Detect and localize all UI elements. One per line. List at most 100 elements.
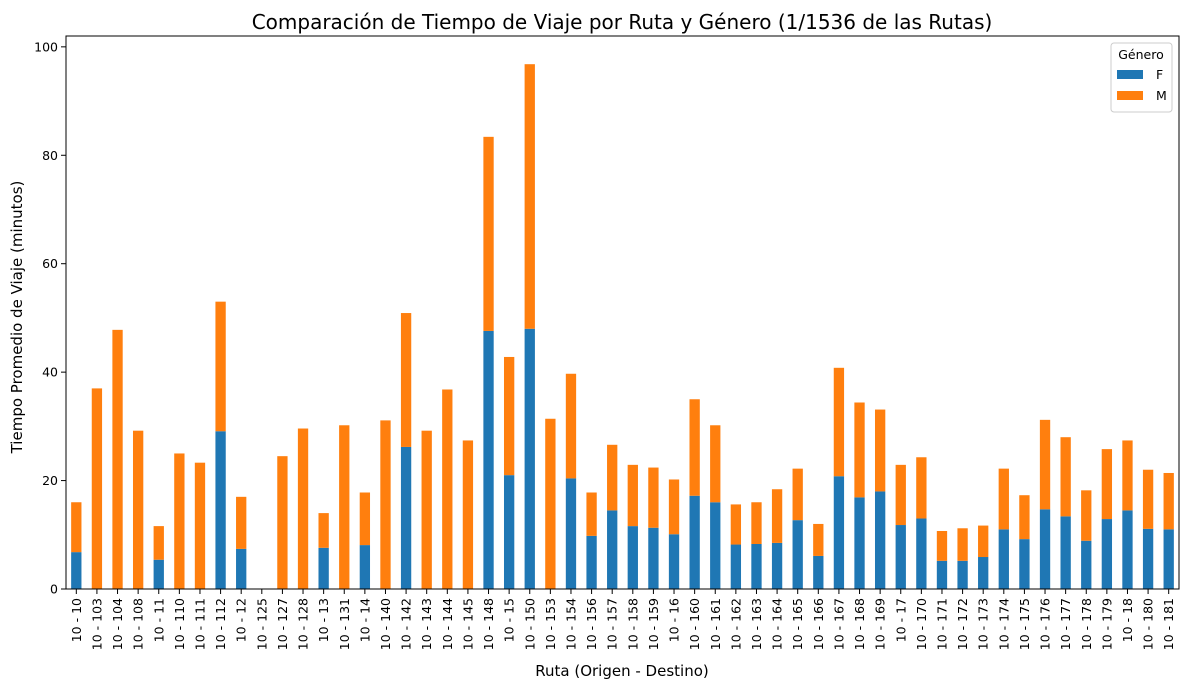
x-tick-label: 10 - 128 <box>296 598 311 650</box>
y-tick-label: 20 <box>42 473 58 488</box>
bar-f-28 <box>648 527 659 589</box>
bar-m-31 <box>710 425 721 503</box>
x-tick-label: 10 - 173 <box>976 598 991 650</box>
bar-f-45 <box>998 529 1009 589</box>
bar-m-33 <box>751 502 762 544</box>
bar-m-35 <box>792 468 803 521</box>
x-tick-label: 10 - 171 <box>934 598 949 650</box>
x-tick-label: 10 - 167 <box>831 598 846 650</box>
legend-swatch-f <box>1117 70 1143 79</box>
x-tick-label: 10 - 158 <box>625 598 640 650</box>
legend-title: Género <box>1118 47 1164 62</box>
bar-f-50 <box>1101 519 1113 589</box>
x-tick-label: 10 - 148 <box>481 598 496 650</box>
x-tick-label: 10 - 170 <box>914 598 929 650</box>
bar-m-24 <box>565 373 577 479</box>
x-tick-label: 10 - 165 <box>790 598 805 650</box>
bar-f-35 <box>792 520 803 589</box>
bar-m-29 <box>668 479 680 535</box>
bar-m-27 <box>627 464 638 527</box>
bar-f-24 <box>565 478 577 589</box>
bar-m-5 <box>174 453 185 589</box>
bar-m-20 <box>483 136 494 331</box>
x-tick-label: 10 - 150 <box>522 598 537 650</box>
bar-m-6 <box>194 462 206 589</box>
bar-f-46 <box>1019 539 1030 589</box>
x-tick-label: 10 - 178 <box>1079 598 1094 650</box>
bar-m-22 <box>524 64 535 329</box>
x-tick-label: 10 - 10 <box>69 598 84 642</box>
bar-m-0 <box>71 502 82 553</box>
bar-m-13 <box>339 425 350 589</box>
x-axis-label: Ruta (Origen - Destino) <box>535 662 708 680</box>
bar-m-2 <box>112 329 123 589</box>
bar-m-17 <box>421 430 432 589</box>
x-tick-label: 10 - 174 <box>996 598 1011 650</box>
x-tick-label: 10 - 156 <box>584 598 599 650</box>
x-tick-label: 10 - 160 <box>687 598 702 650</box>
bar-m-46 <box>1019 495 1030 540</box>
x-tick-label: 10 - 161 <box>708 598 723 650</box>
bar-m-37 <box>833 367 845 477</box>
bar-f-43 <box>957 560 968 589</box>
x-tick-label: 10 - 111 <box>192 598 207 650</box>
x-tick-label: 10 - 127 <box>275 598 290 650</box>
bar-f-53 <box>1163 529 1174 589</box>
x-tick-label: 10 - 172 <box>955 598 970 650</box>
bar-m-23 <box>545 418 556 589</box>
x-tick-label: 10 - 104 <box>110 598 125 650</box>
bar-f-21 <box>503 475 515 589</box>
bar-m-34 <box>771 489 783 543</box>
bar-f-38 <box>854 497 865 589</box>
bar-f-36 <box>813 555 824 589</box>
bar-m-4 <box>153 526 164 560</box>
y-axis-ticks: 0 20 40 60 80 100 <box>34 39 66 597</box>
bar-m-40 <box>895 464 906 526</box>
bar-f-20 <box>483 330 494 589</box>
y-axis-label: Tiempo Promedio de Viaje (minutos) <box>8 181 26 455</box>
x-tick-label: 10 - 110 <box>172 598 187 650</box>
bar-f-39 <box>874 491 886 589</box>
bar-f-48 <box>1060 516 1071 589</box>
bar-m-50 <box>1101 449 1113 520</box>
x-tick-label: 10 - 169 <box>873 598 888 650</box>
x-tick-label: 10 - 144 <box>440 598 455 650</box>
bar-m-36 <box>813 523 824 556</box>
bar-m-8 <box>236 496 247 549</box>
bar-f-14 <box>359 545 371 589</box>
x-tick-label: 10 - 103 <box>89 598 104 650</box>
bar-m-14 <box>359 492 371 546</box>
bar-m-1 <box>91 388 103 589</box>
x-tick-label: 10 - 125 <box>254 598 269 650</box>
x-tick-label: 10 - 179 <box>1099 598 1114 650</box>
chart-title: Comparación de Tiempo de Viaje por Ruta … <box>252 10 993 34</box>
x-tick-label: 10 - 143 <box>419 598 434 650</box>
bar-f-37 <box>833 476 845 589</box>
bar-m-11 <box>297 428 309 589</box>
y-tick-label: 60 <box>42 256 58 271</box>
bar-f-26 <box>607 510 618 589</box>
bar-f-4 <box>153 559 164 589</box>
bar-f-40 <box>895 525 906 589</box>
bar-f-12 <box>318 547 329 589</box>
bar-m-38 <box>854 402 865 498</box>
bar-f-16 <box>400 446 412 589</box>
bar-m-47 <box>1039 419 1051 510</box>
x-tick-label: 10 - 164 <box>770 598 785 650</box>
bar-f-8 <box>236 548 247 589</box>
x-tick-label: 10 - 15 <box>502 598 517 642</box>
bar-m-12 <box>318 513 329 548</box>
bar-f-29 <box>668 534 680 589</box>
x-tick-label: 10 - 140 <box>378 598 393 650</box>
x-tick-label: 10 - 14 <box>357 598 372 642</box>
bar-m-10 <box>277 456 288 589</box>
x-tick-label: 10 - 157 <box>605 598 620 650</box>
bar-f-52 <box>1142 528 1154 589</box>
bar-f-31 <box>710 502 721 589</box>
legend: Género F M <box>1110 42 1173 113</box>
x-tick-label: 10 - 181 <box>1161 598 1176 650</box>
bar-f-32 <box>730 544 742 589</box>
bar-m-48 <box>1060 437 1071 517</box>
x-tick-label: 10 - 163 <box>749 598 764 650</box>
bar-f-44 <box>978 557 989 589</box>
